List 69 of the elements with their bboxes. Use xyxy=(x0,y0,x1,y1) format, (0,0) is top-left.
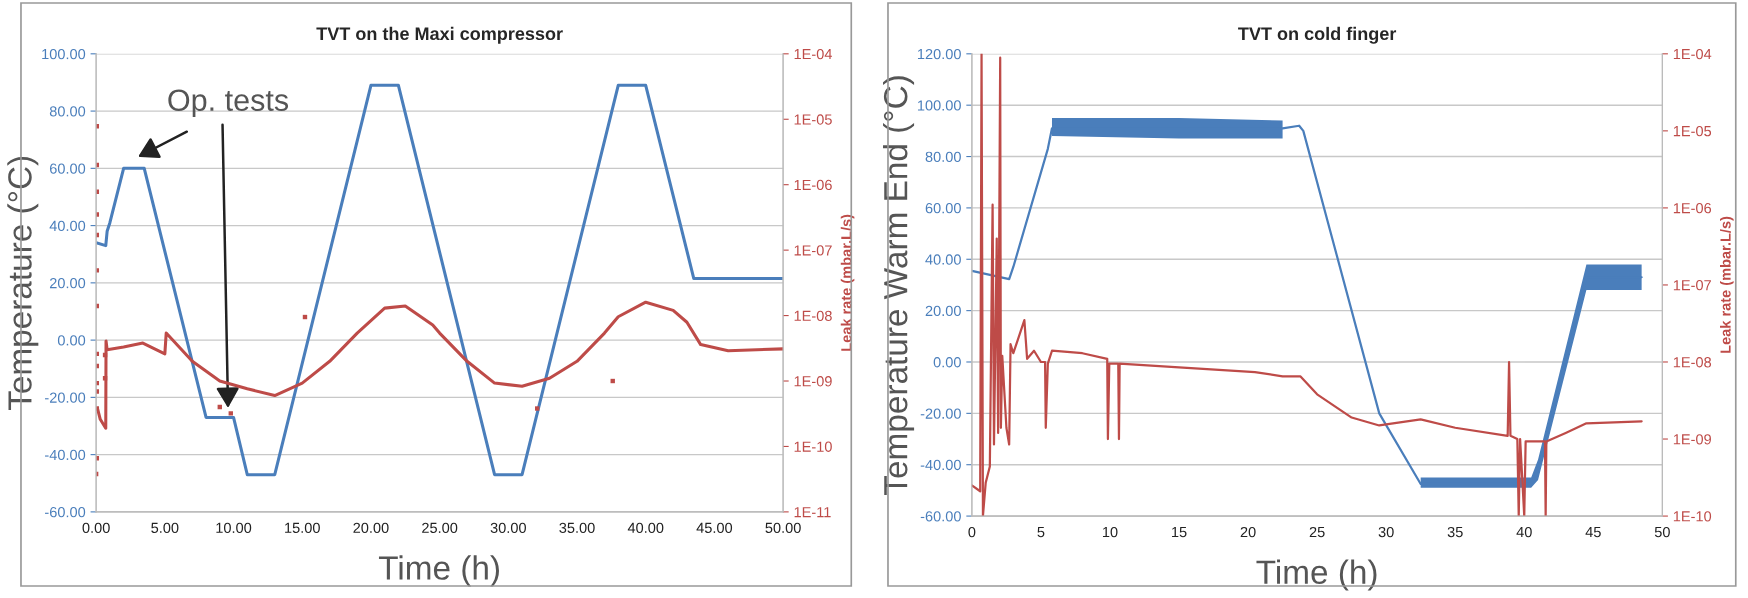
y-tick-label: -40.00 xyxy=(45,449,86,461)
x-tick-label: 30.00 xyxy=(490,522,526,534)
x-tick-label: 35.00 xyxy=(559,522,595,534)
x-tick-label: 5 xyxy=(1037,527,1045,538)
y-tick-label: -40.00 xyxy=(920,459,961,471)
chart-title: TVT on the Maxi compressor xyxy=(316,26,563,44)
y2-axis-title: Leak rate (mbar.L/s) xyxy=(840,214,855,351)
annotation: Op. tests xyxy=(168,89,289,118)
y-tick-label: 0.00 xyxy=(933,357,961,368)
x-tick-label: 10 xyxy=(1102,526,1118,538)
y2-tick-label: 1E-04 xyxy=(1673,48,1712,60)
x-tick-label: 25 xyxy=(1309,526,1325,538)
x-tick-label: 15.00 xyxy=(285,522,320,534)
x-axis-title: Time (h) xyxy=(1256,559,1377,591)
y2-tick-label: 1E-11 xyxy=(794,507,831,518)
y-tick-label: 40.00 xyxy=(49,220,86,232)
point xyxy=(534,406,540,411)
y2-tick-label: 1E-07 xyxy=(794,245,832,256)
x-tick-label: 25.00 xyxy=(422,522,458,534)
y-tick-label: -60.00 xyxy=(920,511,961,522)
point xyxy=(228,411,233,416)
y-tick-label: 60.00 xyxy=(925,203,961,214)
x-tick-label: 20.00 xyxy=(353,522,389,534)
x-tick-label: 15 xyxy=(1172,527,1187,538)
y-tick-label: 120.00 xyxy=(917,48,961,60)
y2-tick-label: 1E-05 xyxy=(1673,125,1712,137)
y2-tick-label: 1E-07 xyxy=(1673,280,1711,291)
y-axis-title: Temperature Warm End (°C) xyxy=(883,76,915,495)
x-tick-label: 35 xyxy=(1447,526,1463,538)
y-tick-label: 20.00 xyxy=(925,305,961,317)
y-tick-label: 60.00 xyxy=(49,163,86,174)
y-tick-label: 0.00 xyxy=(57,335,86,346)
x-tick-label: 10.00 xyxy=(216,522,252,534)
y2-tick-label: 1E-09 xyxy=(1673,434,1711,445)
y-tick-label: 100.00 xyxy=(42,48,86,60)
y-tick-label: -20.00 xyxy=(45,392,86,403)
x-tick-label: 30 xyxy=(1378,526,1394,538)
y-axis-title: Temperature (°C) xyxy=(7,156,39,411)
y-tick-label: 80.00 xyxy=(49,106,86,117)
y2-tick-label: 1E-05 xyxy=(794,114,832,125)
line-series xyxy=(96,83,784,477)
x-tick-label: 40.00 xyxy=(627,522,664,534)
y-tick-label: -60.00 xyxy=(45,506,86,518)
y-tick-label: 40.00 xyxy=(925,254,961,265)
y2-tick-label: 1E-10 xyxy=(1673,511,1712,522)
x-tick-label: 5.00 xyxy=(151,522,179,534)
y-tick-label: 100.00 xyxy=(917,100,961,111)
y2-tick-label: 1E-09 xyxy=(794,376,832,387)
x-axis-title: Time (h) xyxy=(378,555,499,587)
x-tick-label: 20 xyxy=(1240,526,1256,538)
y2-tick-label: 1E-06 xyxy=(794,179,832,191)
x-tick-label: 0.00 xyxy=(82,522,110,534)
y2-tick-label: 1E-08 xyxy=(1673,357,1712,368)
x-tick-label: 40 xyxy=(1516,526,1532,538)
line-series xyxy=(96,300,784,430)
y2-tick-label: 1E-10 xyxy=(794,441,832,452)
y-tick-label: 20.00 xyxy=(49,277,86,289)
x-tick-label: 50.00 xyxy=(765,522,801,534)
y2-tick-label: 1E-06 xyxy=(1673,203,1712,214)
y2-axis-title: Leak rate (mbar.L/s) xyxy=(1720,216,1734,353)
x-tick-label: 50 xyxy=(1654,526,1670,538)
y-tick-label: -20.00 xyxy=(920,408,961,419)
x-tick-label: 0 xyxy=(968,526,976,538)
y-tick-label: 80.00 xyxy=(925,151,961,162)
chart-title: TVT on cold finger xyxy=(1238,26,1397,44)
x-tick-label: 45 xyxy=(1585,527,1601,538)
x-tick-label: 45.00 xyxy=(696,522,733,534)
y2-tick-label: 1E-08 xyxy=(794,310,832,321)
y2-tick-label: 1E-04 xyxy=(794,48,833,60)
